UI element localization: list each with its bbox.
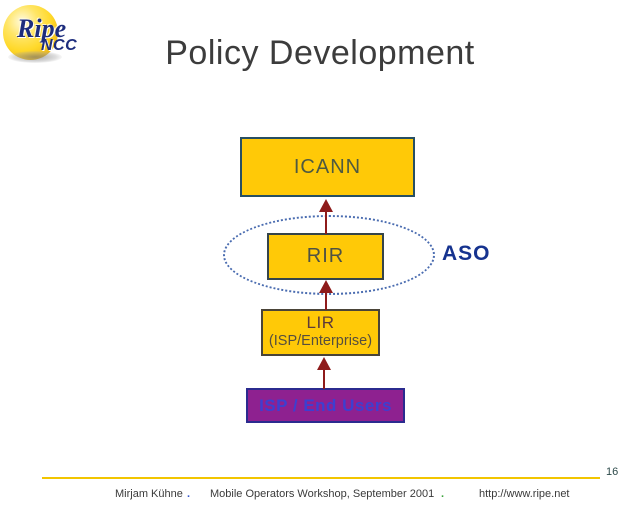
aso-ellipse — [223, 215, 435, 295]
ripe-ball-shadow — [8, 51, 62, 63]
ripe-ncc-logo: Ripe NCC — [0, 0, 110, 70]
isp-end-users-label: ISP / End Users — [259, 395, 392, 415]
rir-box: RIR — [267, 233, 384, 280]
aso-label: ASO — [442, 242, 491, 265]
arrow-rir-to-icann-head-icon — [319, 199, 333, 212]
footer-rule — [42, 477, 600, 479]
icann-box: ICANN — [240, 137, 415, 197]
arrow-lir-to-rir-line — [325, 292, 327, 310]
slide-title: Policy Development — [165, 34, 475, 72]
footer-separator-1: . — [187, 488, 191, 500]
arrow-isp-to-lir-head-icon — [317, 357, 331, 370]
arrow-rir-to-icann-line — [325, 210, 327, 234]
page-number: 16 — [606, 466, 619, 478]
icann-label: ICANN — [293, 155, 362, 178]
logo-brand-text: Ripe — [17, 14, 67, 43]
lir-sublabel: (ISP/Enterprise) — [268, 333, 373, 350]
ripe-ball-icon — [3, 5, 58, 60]
arrow-lir-to-rir-head-icon — [319, 280, 333, 293]
arrow-isp-to-lir-line — [323, 369, 325, 389]
logo-sub-text: NCC — [41, 37, 78, 54]
footer-separator-2: . — [441, 488, 445, 500]
lir-label: LIR — [306, 313, 335, 333]
isp-end-users-box: ISP / End Users — [246, 388, 405, 423]
rir-label: RIR — [306, 245, 345, 267]
footer-author: Mirjam Kühne — [115, 488, 183, 500]
footer-event: Mobile Operators Workshop, September 200… — [210, 488, 435, 500]
footer-url: http://www.ripe.net — [479, 488, 570, 500]
lir-box: LIR (ISP/Enterprise) — [261, 309, 380, 356]
